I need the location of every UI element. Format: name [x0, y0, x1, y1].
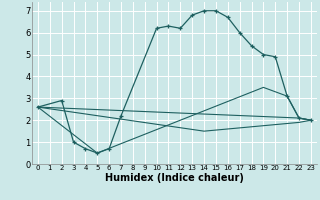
X-axis label: Humidex (Indice chaleur): Humidex (Indice chaleur) [105, 173, 244, 183]
